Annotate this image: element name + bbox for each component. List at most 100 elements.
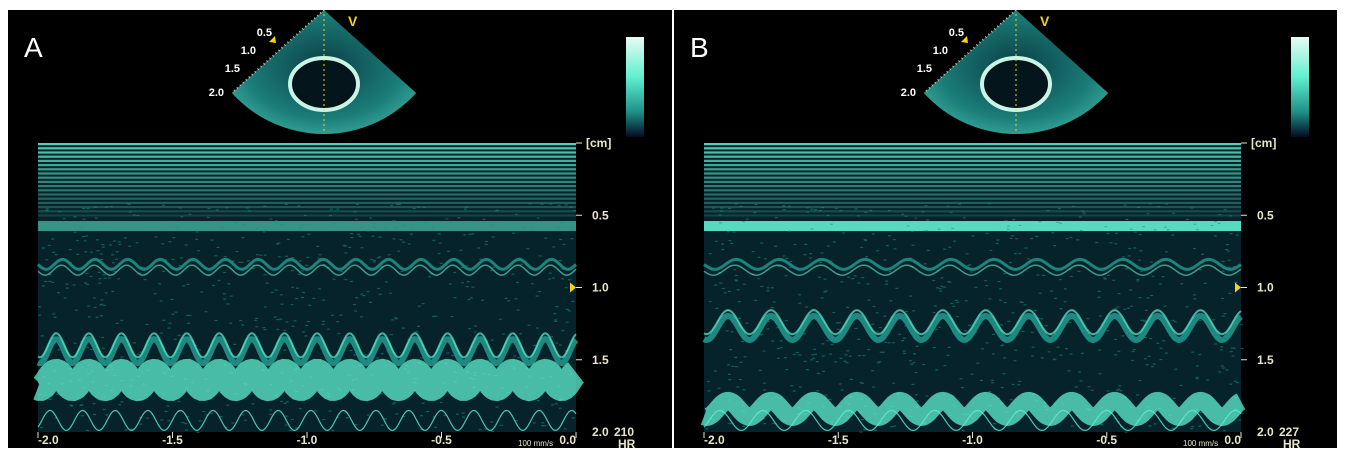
speckle-dot [776,347,780,349]
speckle-dot [974,286,978,288]
speckle-dot [910,363,914,365]
speckle-dot [184,422,188,425]
speckle-dot [239,320,243,322]
speckle-dot [863,428,867,431]
speckle-dot [113,271,117,273]
speckle-dot [1190,428,1194,430]
speckle-dot [100,315,104,317]
speckle-dot [871,233,875,235]
speckle-dot [139,416,143,418]
speckle-dot [206,216,210,219]
speckle-dot [946,205,950,207]
speckle-dot [337,332,341,335]
speckle-dot [1137,206,1141,208]
speckle-dot [1098,349,1102,351]
speckle-dot [58,211,62,213]
speckle-dot [1095,241,1099,244]
speckle-dot [989,249,993,252]
near-field-band [38,189,576,192]
speckle-dot [948,246,952,248]
speckle-dot [277,242,281,244]
near-field-band [38,206,576,209]
near-field-band [704,193,1241,196]
speckle-dot [536,400,540,402]
speckle-dot [815,312,819,314]
speckle-dot [754,299,758,301]
speckle-dot [874,429,878,431]
speckle-dot [298,260,302,262]
speckle-dot [1185,218,1189,221]
speckle-dot [153,293,157,295]
speckle-dot [1115,389,1119,391]
speckle-dot [399,239,403,241]
speckle-dot [269,409,273,411]
speckle-dot [830,344,834,346]
speckle-dot [427,276,431,278]
speckle-dot [532,422,536,424]
speckle-dot [909,257,913,259]
speckle-dot [1031,346,1035,348]
speckle-dot [355,297,359,299]
speckle-dot [308,304,312,306]
time-tick-label: -1.5 [828,433,849,447]
speckle-dot [538,290,542,293]
sector-arrow-marker [269,36,276,43]
speckle-dot [738,378,742,381]
speckle-dot [455,413,459,415]
speckle-dot [362,294,366,297]
speckle-dot [254,319,258,321]
speckle-dot [798,386,802,388]
speckle-dot [378,256,382,258]
speckle-dot [985,285,989,287]
speckle-dot [758,369,762,371]
speckle-dot [1138,379,1142,382]
speckle-dot [1106,390,1110,392]
speckle-dot [924,204,928,207]
near-field-band [38,172,576,175]
speckle-dot [1220,365,1224,367]
speckle-dot [1171,427,1175,430]
speckle-dot [763,258,767,260]
speckle-dot [795,351,799,354]
near-field-band [704,185,1241,188]
speckle-dot [511,232,515,234]
speckle-dot [159,300,163,302]
speckle-dot [1059,222,1063,224]
speckle-dot [782,205,786,207]
speckle-dot [1071,205,1075,207]
speckle-dot [1078,371,1082,373]
speckle-dot [770,287,774,289]
speckle-dot [816,390,820,392]
speckle-dot [844,354,848,356]
speckle-dot [727,373,731,375]
speckle-dot [878,361,882,363]
speckle-dot [73,231,77,233]
speckle-dot [274,220,278,222]
near-field-band [38,210,576,213]
speckle-dot [821,206,825,209]
speckle-dot [568,279,572,281]
speckle-dot [1007,230,1011,233]
speckle-dot [490,421,494,423]
speckle-dot [541,422,545,424]
speckle-dot [564,287,568,289]
speckle-dot [1171,234,1175,236]
speckle-dot [301,331,305,333]
speckle-dot [174,225,178,227]
sector-depth-scale [231,10,325,94]
speckle-dot [120,401,124,403]
speckle-dot [1123,204,1127,206]
speckle-dot [336,321,340,323]
speckle-dot [102,274,106,276]
speckle-dot [735,280,739,282]
speckle-dot [558,344,562,346]
time-tick-label: -1.0 [297,433,318,447]
speckle-dot [987,203,991,205]
speckle-dot [345,417,349,419]
speckle-dot [943,365,947,367]
speckle-dot [259,254,263,256]
panel-label: B [690,32,709,63]
speckle-dot [1199,269,1203,271]
speckle-dot [48,398,52,401]
speckle-dot [953,240,957,242]
